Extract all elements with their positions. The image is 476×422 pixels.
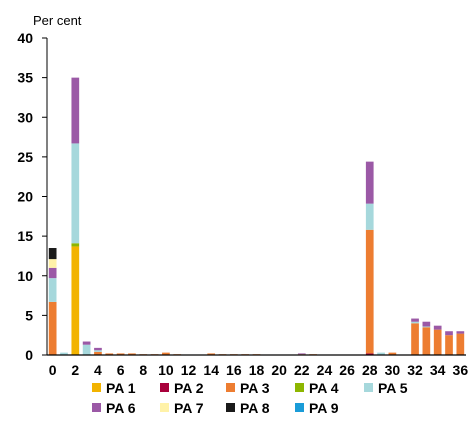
legend-label: PA 5 [378,380,408,396]
legend-swatch [92,383,101,392]
bar-segment [365,353,374,355]
bar-segment [71,143,80,244]
bar-segment [297,353,306,355]
bars-group [48,77,465,355]
legend-swatch [160,383,169,392]
y-tick-label: 5 [25,307,33,323]
y-axis-ticks: 0 5 10 15 20 25 30 35 40 [17,30,47,363]
x-tick-label: 30 [385,362,401,378]
axes [46,38,466,356]
bar-segment [48,259,57,268]
bar-segment [456,331,465,334]
bar-segment [411,318,419,322]
x-tick-label: 8 [139,362,147,378]
legend: PA 1 PA 2 PA 3 PA 4 PA 5 PA 6 PA 7 PA 8 PA 9 [92,380,408,416]
y-tick-label: 10 [17,268,33,284]
legend-swatch [92,403,101,412]
bar-segment [445,335,453,355]
bar-segment [71,243,80,247]
x-tick-label: 36 [453,362,469,378]
bar-segment [128,353,136,355]
x-tick-label: 4 [94,362,102,378]
y-tick-label: 30 [17,109,33,125]
bar-segment [422,326,431,328]
bar-segment [82,344,91,355]
bar-segment [48,278,57,302]
x-tick-label: 16 [226,362,242,378]
bar-segment [365,161,374,204]
x-tick-label: 34 [430,362,446,378]
bar-segment [71,77,80,144]
y-tick-label: 25 [17,149,33,165]
bar-segment [105,353,114,355]
bar-segment [365,229,374,354]
legend-label: PA 6 [106,400,136,416]
bar-segment [48,301,57,355]
bar-segment [388,352,397,355]
bar-segment [71,246,80,355]
legend-label: PA 9 [309,400,339,416]
bar-segment [411,321,419,324]
bar-segment [60,352,68,355]
legend-swatch [226,383,235,392]
legend-swatch [295,403,304,412]
legend-swatch [226,403,235,412]
bar-segment [207,353,216,355]
x-tick-label: 18 [249,362,265,378]
bar-segment [48,248,57,260]
x-tick-label: 24 [317,362,333,378]
x-axis-ticks: 0 2 4 6 8 10 12 14 16 18 20 22 24 26 28 30 32 34 36 [49,362,469,378]
y-tick-label: 35 [17,70,33,86]
x-tick-label: 12 [181,362,197,378]
x-tick-label: 10 [158,362,174,378]
bar-segment [365,203,374,230]
legend-label: PA 4 [309,380,339,396]
bar-segment [433,329,442,355]
x-tick-label: 14 [203,362,219,378]
legend-label: PA 2 [174,380,204,396]
legend-swatch [295,383,304,392]
y-tick-label: 15 [17,228,33,244]
bar-segment [422,327,431,355]
legend-label: PA 8 [240,400,270,416]
bar-segment [94,350,102,352]
x-tick-label: 22 [294,362,310,378]
bar-segment [82,341,91,345]
x-tick-label: 20 [271,362,287,378]
x-tick-label: 0 [49,362,57,378]
x-tick-label: 32 [407,362,423,378]
legend-label: PA 3 [240,380,270,396]
legend-swatch [364,383,373,392]
x-tick-label: 6 [117,362,125,378]
bar-segment [116,353,125,355]
bar-segment [433,325,442,330]
x-tick-label: 28 [362,362,378,378]
y-tick-label: 40 [17,30,33,46]
bar-segment [94,347,102,351]
bar-segment [162,352,170,355]
legend-swatch [160,403,169,412]
bar-segment [94,351,102,355]
x-tick-label: 26 [339,362,355,378]
bar-segment [377,352,385,355]
bar-segment [411,323,419,355]
bar-segment [48,267,57,279]
y-tick-label: 0 [25,347,33,363]
bar-segment [422,321,431,327]
y-axis-label: Per cent [33,13,82,28]
bar-segment [456,333,465,355]
x-tick-label: 2 [71,362,79,378]
legend-label: PA 1 [106,380,136,396]
bar-segment [445,331,453,336]
legend-label: PA 7 [174,400,204,416]
y-tick-label: 20 [17,189,33,205]
